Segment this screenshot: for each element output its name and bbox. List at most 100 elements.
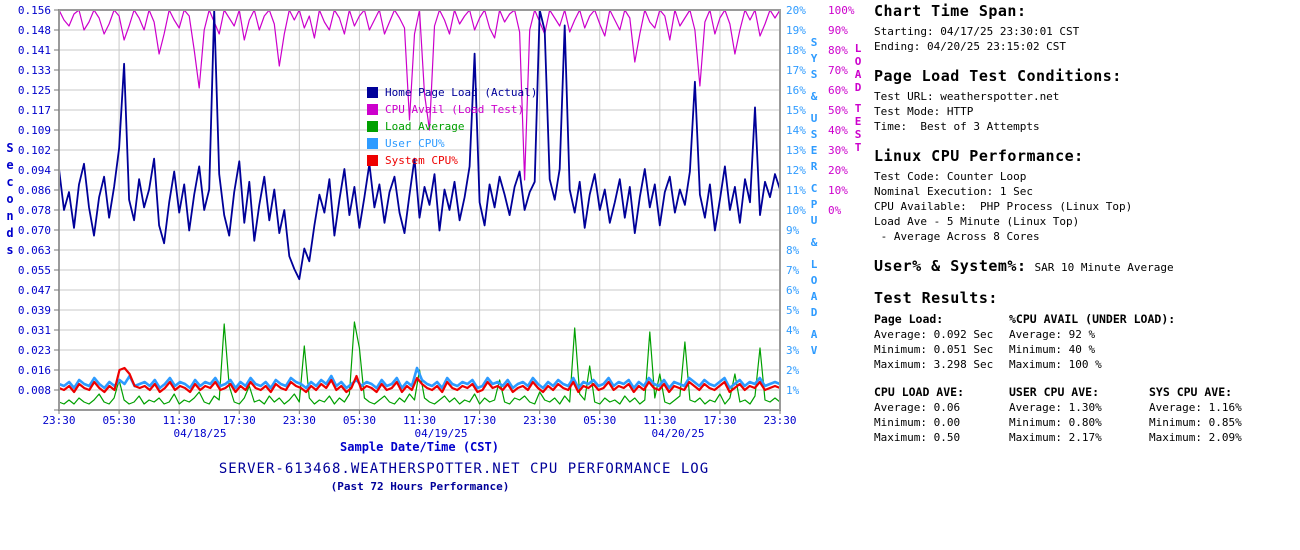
load-test-axis-tick-label: 20%: [828, 164, 848, 177]
cpu-axis-tick-label: 2%: [786, 364, 800, 377]
left-axis-tick-label: 0.086: [18, 184, 51, 197]
svg-text:S: S: [811, 128, 818, 141]
cpu-axis-tick-label: 12%: [786, 164, 806, 177]
svg-text:L: L: [855, 42, 862, 55]
cpu-axis-tick-label: 19%: [786, 24, 806, 37]
load-test-axis-tick-labels: 100% 90% 80% 70% 60% 50% 40% 30% 20% 10% 0%: [828, 4, 855, 217]
svg-text:S: S: [6, 141, 13, 155]
series-user-cpu: [59, 366, 780, 390]
load-test-axis-tick-label: 90%: [828, 24, 848, 37]
page-load-average: Average: 0.092 Sec: [874, 328, 994, 341]
left-axis-tick-label: 0.016: [18, 364, 51, 377]
chart-legend: Home Page Load (Actual) CPU Avail (Load T…: [367, 84, 537, 169]
left-axis-tick-label: 0.094: [18, 164, 51, 177]
left-axis-tick-label: 0.023: [18, 344, 51, 357]
svg-text:C: C: [811, 182, 818, 195]
legend-swatch-cpu-avail-load-test: [367, 104, 378, 115]
cpu-load-ave-average: Average: 0.06: [874, 401, 961, 414]
legend-label-load-average: Load Average: [385, 120, 465, 133]
cpu-axis-tick-label: 7%: [786, 264, 800, 277]
cpu-axis-tick-label: 1%: [786, 384, 800, 397]
user-system-text: SAR 10 Minute Average: [1034, 261, 1174, 274]
left-axis-tick-label: 0.125: [18, 84, 51, 97]
x-axis-tick-label: 11:30: [163, 414, 196, 427]
svg-text:&: &: [811, 90, 818, 103]
page-load-minimum: Minimum: 0.051 Sec: [874, 343, 994, 356]
x-axis-tick-label: 23:30: [523, 414, 556, 427]
legend-label-system-cpu: System CPU%: [385, 154, 458, 167]
svg-text:D: D: [811, 306, 818, 319]
x-axis-tick-label: 17:30: [223, 414, 256, 427]
cpu-axis-tick-label: 13%: [786, 144, 806, 157]
x-axis-tick-labels: 23:30 05:30 11:30 17:30 23:30 05:30 11:30 17:30…: [42, 414, 796, 427]
svg-text:O: O: [855, 55, 862, 68]
svg-text:A: A: [811, 328, 818, 341]
legend-item-home-page-load-actual: Home Page Load (Actual): [367, 84, 537, 101]
left-axis-tick-label: 0.039: [18, 304, 51, 317]
section-test-conditions: Page Load Test Conditions: Test URL: wea…: [874, 67, 1298, 134]
user-cpu-ave-average: Average: 1.30%: [1009, 401, 1102, 414]
x-axis-tick-label: 17:30: [463, 414, 496, 427]
left-axis-tick-label: 0.148: [18, 24, 51, 37]
section-time-span: Chart Time Span: Starting: 04/17/25 23:3…: [874, 2, 1298, 54]
x-axis-title: Sample Date/Time (CST): [340, 440, 499, 454]
cpu-axis-tick-label: 20%: [786, 4, 806, 17]
cpu-axis-tick-label: 4%: [786, 324, 800, 337]
page-load-heading: Page Load:: [874, 312, 944, 326]
svg-text:U: U: [811, 112, 818, 125]
chart-plot-area: 0.156 0.148 0.141 0.133 0.125 0.117 0.109 0.102…: [6, 4, 862, 440]
legend-label-user-cpu: User CPU%: [385, 137, 445, 150]
legend-item-cpu-avail-load-test: CPU Avail (Load Test): [367, 101, 537, 118]
svg-text:P: P: [811, 198, 818, 211]
cpu-axis-tick-label: 6%: [786, 284, 800, 297]
section-test-results: Test Results: Page Load: Average: 0.092 …: [874, 289, 1298, 445]
results-user-cpu-ave: USER CPU AVE: Average: 1.30% Minimum: 0.…: [1009, 384, 1149, 445]
svg-text:L: L: [811, 258, 818, 271]
cpu-perf-load-ave: Load Ave - 5 Minute (Linux Top): [874, 215, 1080, 228]
results-row-1: Page Load: Average: 0.092 Sec Minimum: 0…: [874, 311, 1298, 372]
performance-chart-svg: 0.156 0.148 0.141 0.133 0.125 0.117 0.109 0.102…: [6, 4, 862, 440]
left-axis-tick-label: 0.133: [18, 64, 51, 77]
svg-text:&: &: [811, 236, 818, 249]
results-cpu-avail: %CPU AVAIL (UNDER LOAD): Average: 92 % M…: [1009, 311, 1269, 372]
axis-ticks: [54, 9, 781, 414]
cpu-perf-heading: Linux CPU Performance:: [874, 147, 1084, 165]
cpu-axis-tick-label: 5%: [786, 304, 800, 317]
cpu-axis-tick-label: 16%: [786, 84, 806, 97]
info-panel: Chart Time Span: Starting: 04/17/25 23:3…: [874, 2, 1298, 458]
left-axis-tick-label: 0.141: [18, 44, 51, 57]
svg-text:E: E: [855, 115, 862, 128]
load-test-axis-tick-label: 100%: [828, 4, 855, 17]
series-cpu-avail-load-test: [59, 10, 780, 181]
x-axis-tick-label: 23:30: [283, 414, 316, 427]
x-axis-date-labels: 04/18/25 04/19/25 04/20/25: [174, 427, 705, 440]
cpu-axis-tick-label: 18%: [786, 44, 806, 57]
svg-text:V: V: [811, 344, 818, 357]
cpu-avail-heading: %CPU AVAIL (UNDER LOAD):: [1009, 312, 1176, 326]
svg-text:T: T: [855, 141, 862, 154]
load-test-axis-tick-label: 10%: [828, 184, 848, 197]
legend-swatch-load-average: [367, 121, 378, 132]
left-axis-tick-label: 0.117: [18, 104, 51, 117]
svg-text:E: E: [811, 144, 818, 157]
x-axis-tick-label: 05:30: [103, 414, 136, 427]
cpu-avail-minimum: Minimum: 40 %: [1009, 343, 1096, 356]
results-cpu-load-ave: CPU LOAD AVE: Average: 0.06 Minimum: 0.0…: [874, 384, 1009, 445]
section-user-system: User% & System%: SAR 10 Minute Average: [874, 257, 1298, 276]
results-row-2: CPU LOAD AVE: Average: 0.06 Minimum: 0.0…: [874, 384, 1298, 445]
test-results-heading: Test Results:: [874, 289, 998, 307]
cpu-axis-tick-label: 8%: [786, 244, 800, 257]
results-page-load: Page Load: Average: 0.092 Sec Minimum: 0…: [874, 311, 1009, 372]
left-axis-tick-label: 0.047: [18, 284, 51, 297]
cpu-axis-tick-label: 11%: [786, 184, 806, 197]
cpu-perf-available: CPU Available: PHP Process (Linux Top): [874, 200, 1133, 213]
cpu-perf-cores: - Average Across 8 Cores: [874, 230, 1040, 243]
chart-subtitle: (Past 72 Hours Performance): [330, 480, 510, 493]
series-home-page-load-actual: [59, 10, 780, 281]
svg-text:c: c: [6, 175, 13, 189]
load-test-axis-tick-label: 50%: [828, 104, 848, 117]
left-axis-tick-label: 0.109: [18, 124, 51, 137]
chart-title: SERVER-613468.WEATHERSPOTTER.NET CPU PER…: [218, 461, 710, 477]
